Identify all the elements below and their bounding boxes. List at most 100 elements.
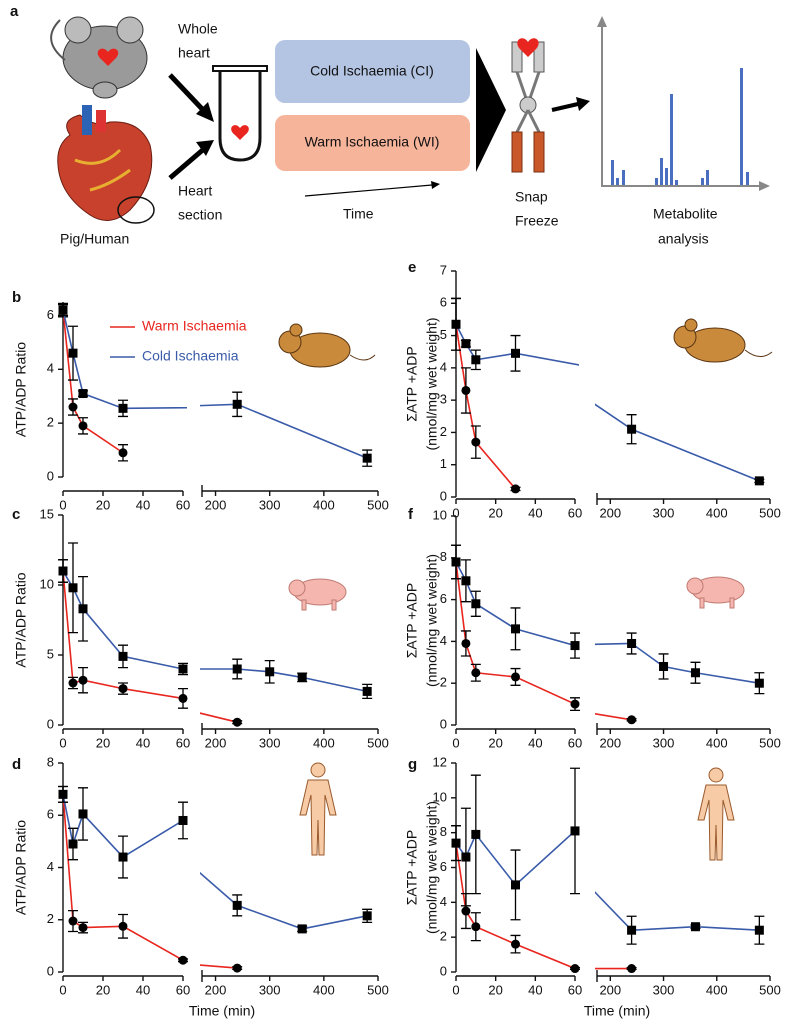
marker	[68, 678, 78, 688]
icon-human	[299, 762, 337, 856]
chevron	[476, 48, 506, 172]
marker	[461, 638, 471, 648]
marker	[461, 906, 471, 916]
x-tick-label: 200	[599, 735, 621, 750]
marker	[68, 839, 78, 849]
marker	[511, 880, 520, 890]
arrow-head	[576, 97, 590, 111]
series-line	[455, 323, 579, 366]
diagram-text: Cold Ischaemia (CI)	[310, 63, 434, 79]
marker	[754, 476, 764, 486]
mini-chart-icon	[597, 16, 770, 191]
series-line	[595, 712, 632, 721]
x-tick-label: 200	[205, 497, 227, 512]
y-tick-label: 5	[47, 646, 54, 661]
y-tick-label: 6	[440, 859, 447, 874]
y-axis-label: ΣATP +ADP	[404, 830, 420, 905]
y-axis-label: ATP/ADP Ratio	[13, 572, 29, 667]
marker	[471, 437, 481, 447]
series-line	[455, 561, 579, 706]
y-tick-label: 1	[440, 456, 447, 471]
warm-box	[275, 115, 470, 171]
y-axis-label: ΣATP +ADP	[404, 346, 420, 421]
panel-label: e	[408, 259, 416, 276]
y-tick-label: 7	[440, 262, 447, 277]
icon-mouse	[673, 318, 773, 363]
series-line	[595, 403, 760, 482]
x-tick-label: 0	[452, 505, 459, 520]
y-tick-label: 2	[440, 929, 447, 944]
x-axis-label: Time (min)	[584, 1003, 650, 1019]
panel-label: g	[408, 756, 417, 773]
series-line	[200, 668, 368, 693]
x-tick-label: 0	[59, 735, 66, 750]
x-tick-label: 60	[176, 982, 190, 997]
marker	[511, 939, 520, 949]
marker	[451, 838, 461, 848]
series-line	[200, 403, 368, 459]
series-line	[595, 967, 632, 970]
diagram-text: section	[178, 207, 222, 223]
y-tick-label: 4	[440, 633, 447, 648]
x-tick-label: 300	[653, 982, 675, 997]
x-tick-label: 400	[706, 505, 728, 520]
marker	[232, 399, 242, 409]
marker	[471, 922, 481, 932]
y-tick-label: 0	[47, 468, 54, 483]
marker	[232, 717, 242, 727]
x-tick-label: 200	[599, 505, 621, 520]
y-tick-label: 5	[440, 327, 447, 342]
marker	[659, 661, 669, 671]
y-tick-label: 0	[440, 716, 447, 731]
y-tick-label: 6	[440, 591, 447, 606]
y-tick-label: 4	[47, 859, 54, 874]
marker	[232, 664, 242, 674]
marker	[68, 916, 78, 926]
marker	[58, 789, 68, 799]
y-tick-label: 12	[433, 754, 447, 769]
y-tick-label: 10	[433, 789, 447, 804]
y-tick-label: 6	[440, 295, 447, 310]
legend-label: Warm Ischaemia	[142, 318, 247, 334]
panel-label: b	[12, 289, 21, 306]
y-axis-label: ATP/ADP Ratio	[13, 820, 29, 915]
diagram-text: Warm Ischaemia (WI)	[305, 134, 440, 150]
marker	[68, 348, 78, 358]
y-tick-label: 2	[47, 911, 54, 926]
marker	[118, 403, 128, 413]
marker	[232, 900, 242, 910]
y-tick-label: 2	[440, 675, 447, 690]
diagram-text: analysis	[658, 231, 709, 247]
marker	[461, 339, 471, 349]
x-tick-label: 400	[313, 735, 335, 750]
marker	[570, 826, 580, 836]
series-line	[62, 794, 187, 962]
y-tick-label: 2	[440, 424, 447, 439]
marker	[265, 667, 275, 677]
x-tick-label: 0	[59, 982, 66, 997]
x-tick-label: 60	[568, 735, 582, 750]
chart: e 0 1 2 3 4 5 6 7 ΣATP +ADP (nmol/mg wet weight) 0 2…	[404, 259, 781, 520]
clamp-icon	[511, 38, 545, 173]
x-tick-label: 0	[59, 497, 66, 512]
y-tick-label: 8	[47, 754, 54, 769]
panel-label: a	[10, 3, 19, 20]
marker	[362, 686, 372, 696]
arrow-head	[196, 140, 214, 156]
series-line	[62, 794, 187, 859]
y-tick-label: 0	[47, 716, 54, 731]
marker	[78, 389, 88, 399]
x-tick-label: 400	[313, 497, 335, 512]
diagram-text: Pig/Human	[60, 231, 129, 247]
y-tick-label: 2	[47, 415, 54, 430]
diagram-text: Whole	[178, 21, 218, 37]
diagram-text: Freeze	[515, 213, 559, 229]
marker	[754, 678, 764, 688]
marker	[362, 453, 372, 463]
series-line	[455, 324, 517, 490]
marker	[471, 599, 481, 609]
chart: g 0 2 4 6 8 10 12 ΣATP +ADP (nmol/mg wet weight) 0…	[404, 754, 781, 1019]
marker	[118, 651, 128, 661]
y-tick-label: 0	[440, 488, 447, 503]
